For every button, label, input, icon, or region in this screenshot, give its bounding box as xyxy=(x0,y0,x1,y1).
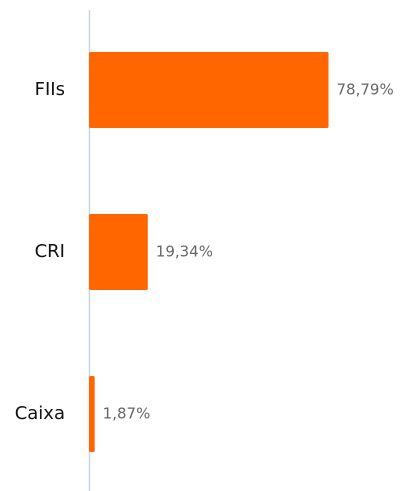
value-label: 1,87% xyxy=(103,405,151,423)
bar xyxy=(89,214,148,290)
value-label: 78,79% xyxy=(337,81,394,99)
bar xyxy=(89,376,95,452)
value-label: 19,34% xyxy=(156,243,213,261)
category-label: FIIs xyxy=(35,79,65,100)
bar xyxy=(89,52,329,128)
category-label: CRI xyxy=(35,241,65,262)
category-label: Caixa xyxy=(15,403,65,424)
